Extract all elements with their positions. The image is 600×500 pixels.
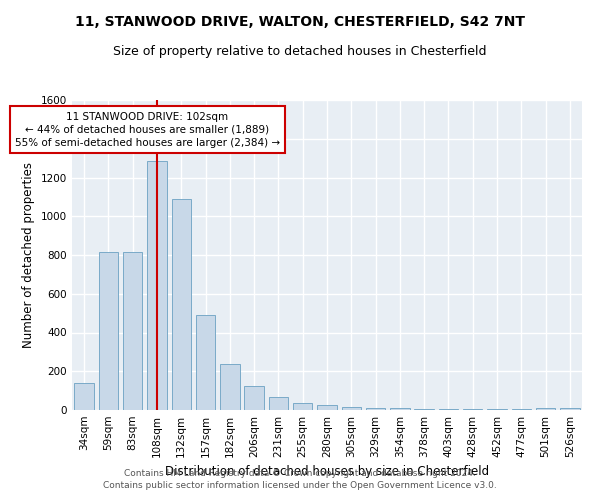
X-axis label: Distribution of detached houses by size in Chesterfield: Distribution of detached houses by size …: [165, 466, 489, 478]
Bar: [366, 408, 385, 410]
Bar: [99, 252, 118, 410]
Bar: [415, 409, 434, 410]
Bar: [341, 407, 361, 410]
Bar: [244, 386, 264, 410]
Y-axis label: Number of detached properties: Number of detached properties: [22, 162, 35, 348]
Bar: [463, 409, 482, 410]
Bar: [123, 252, 142, 410]
Bar: [220, 364, 239, 410]
Bar: [147, 161, 167, 410]
Text: 11 STANWOOD DRIVE: 102sqm
← 44% of detached houses are smaller (1,889)
55% of se: 11 STANWOOD DRIVE: 102sqm ← 44% of detac…: [15, 112, 280, 148]
Bar: [487, 409, 507, 410]
Bar: [536, 408, 555, 410]
Text: 11, STANWOOD DRIVE, WALTON, CHESTERFIELD, S42 7NT: 11, STANWOOD DRIVE, WALTON, CHESTERFIELD…: [75, 15, 525, 29]
Bar: [293, 403, 313, 410]
Bar: [390, 408, 410, 410]
Bar: [439, 409, 458, 410]
Bar: [196, 315, 215, 410]
Text: Size of property relative to detached houses in Chesterfield: Size of property relative to detached ho…: [113, 45, 487, 58]
Bar: [74, 383, 94, 410]
Bar: [512, 409, 531, 410]
Bar: [560, 408, 580, 410]
Bar: [269, 398, 288, 410]
Bar: [172, 199, 191, 410]
Text: Contains HM Land Registry data © Crown copyright and database right 2024.
Contai: Contains HM Land Registry data © Crown c…: [103, 468, 497, 490]
Bar: [317, 405, 337, 410]
